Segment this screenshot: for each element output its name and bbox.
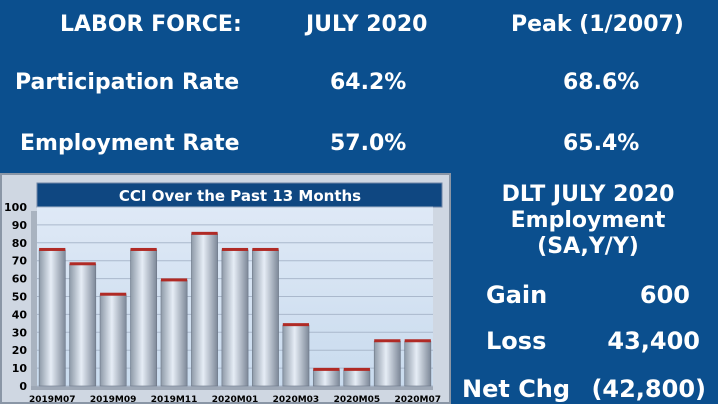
header-current: JULY 2020: [306, 12, 428, 37]
participation-rate-current: 64.2%: [330, 70, 407, 95]
y-tick-label: 10: [12, 362, 28, 375]
x-tick-label: 2020M01: [212, 395, 259, 404]
bar: [404, 340, 432, 387]
bar-top: [160, 278, 188, 282]
bar: [160, 280, 188, 387]
y-tick-label: 60: [12, 273, 28, 286]
bar-top: [252, 247, 279, 251]
x-tick-label: 2020M05: [334, 395, 381, 404]
participation-rate-label: Participation Rate: [15, 70, 240, 95]
x-tick-label: 2019M07: [29, 395, 76, 404]
bar: [343, 369, 371, 387]
cci-chart: CCI Over the Past 13 Months 0 10 20 30 40 50 60…: [0, 173, 451, 404]
header-label: LABOR FORCE:: [60, 12, 242, 37]
bar-top: [191, 231, 218, 235]
y-tick-label: 20: [12, 344, 28, 357]
x-tick-label: 2019M09: [90, 395, 137, 404]
gain-label: Gain: [486, 281, 548, 309]
y-tick-label: 50: [12, 291, 28, 304]
bar: [99, 294, 127, 387]
bar: [373, 340, 401, 387]
y-tick-label: 80: [12, 237, 28, 250]
bar-top: [343, 367, 370, 371]
y-tick-label: 90: [12, 219, 28, 232]
bar-top: [100, 292, 127, 296]
bar: [130, 249, 158, 387]
gain-value: 600: [639, 281, 690, 309]
bar-top: [130, 247, 157, 251]
employment-rate-current: 57.0%: [330, 131, 407, 156]
loss-label: Loss: [486, 327, 547, 355]
x-tick-label: 2020M03: [273, 395, 320, 404]
net-change-value: (42,800): [591, 375, 706, 403]
x-tick-label: 2019M11: [151, 395, 198, 404]
dlt-title-line-2: Employment: [510, 208, 666, 233]
bar: [38, 249, 66, 387]
bar-top: [69, 262, 96, 266]
dlt-title-line-3: (SA,Y/Y): [537, 234, 639, 259]
plot-floor: [31, 386, 433, 390]
net-change-label: Net Chg: [462, 375, 571, 403]
cci-chart-svg: CCI Over the Past 13 Months 0 10 20 30 40 50 60…: [0, 173, 451, 404]
y-tick-label: 70: [12, 255, 28, 268]
bar-top: [313, 367, 340, 371]
dlt-title-line-1: DLT JULY 2020: [501, 182, 675, 207]
bar: [282, 324, 310, 387]
employment-rate-peak: 65.4%: [563, 131, 640, 156]
participation-rate-peak: 68.6%: [563, 70, 640, 95]
x-tick-label: 2020M07: [395, 395, 442, 404]
bar-top: [282, 323, 310, 327]
plot-left-wall: [31, 211, 37, 386]
bar-top: [221, 247, 249, 251]
bar-top: [374, 339, 401, 343]
header-peak: Peak (1/2007): [511, 12, 684, 37]
bar: [69, 263, 97, 387]
bar: [312, 369, 340, 387]
bar: [252, 249, 279, 387]
employment-rate-label: Employment Rate: [20, 131, 240, 156]
bar-top: [39, 247, 66, 251]
y-tick-label: 0: [19, 380, 27, 393]
chart-title: CCI Over the Past 13 Months: [119, 187, 361, 205]
bar: [221, 249, 249, 387]
loss-value: 43,400: [607, 327, 700, 355]
y-tick-label: 100: [4, 201, 27, 214]
chart-title-panel: [36, 182, 443, 208]
bar: [191, 233, 218, 387]
y-tick-label: 40: [12, 308, 28, 321]
bar-top: [404, 339, 431, 343]
y-tick-label: 30: [12, 326, 28, 339]
